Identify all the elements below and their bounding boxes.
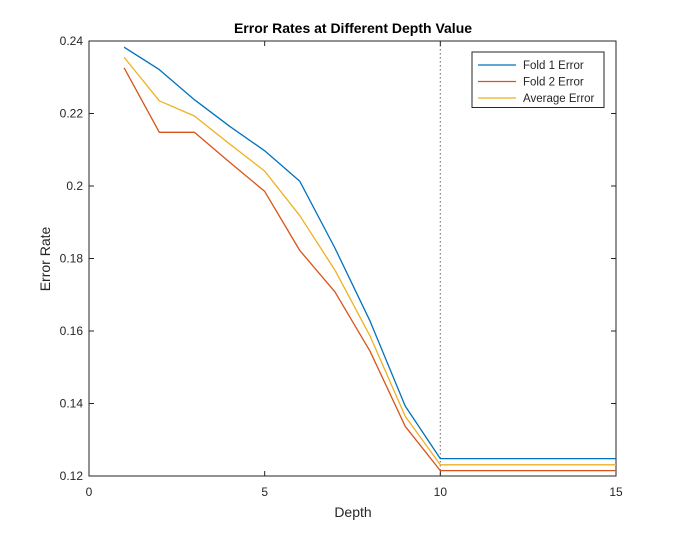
legend-label: Fold 1 Error bbox=[523, 60, 584, 72]
legend-label: Fold 2 Error bbox=[523, 77, 584, 89]
series-line-1 bbox=[123, 46, 616, 460]
y-tick-label: 0.16 bbox=[60, 324, 84, 338]
y-tick-label: 0.24 bbox=[60, 34, 84, 48]
y-tick-label: 0.14 bbox=[60, 397, 84, 411]
series-line-3 bbox=[123, 56, 616, 466]
x-tick-label: 15 bbox=[609, 485, 623, 499]
y-tick-label: 0.22 bbox=[60, 107, 84, 121]
x-axis-label: Depth bbox=[334, 504, 371, 520]
y-tick-label: 0.18 bbox=[60, 252, 84, 266]
x-tick-label: 0 bbox=[86, 485, 93, 499]
chart-title: Error Rates at Different Depth Value bbox=[234, 20, 472, 36]
y-tick-label: 0.12 bbox=[60, 469, 84, 483]
legend: Fold 1 Error Fold 2 Error Average Error bbox=[471, 51, 605, 108]
series-line-2 bbox=[123, 67, 616, 472]
plot-area: 0 5 10 15 0.12 0.14 0.16 0.18 0.2 0.22 0.24 bbox=[60, 34, 623, 499]
x-tick-label: 5 bbox=[261, 485, 268, 499]
y-tick-label: 0.2 bbox=[66, 179, 83, 193]
x-tick-label: 10 bbox=[434, 485, 448, 499]
axes-box bbox=[88, 40, 617, 477]
y-axis-label: Error Rate bbox=[37, 227, 53, 292]
legend-label: Average Error bbox=[523, 93, 595, 105]
